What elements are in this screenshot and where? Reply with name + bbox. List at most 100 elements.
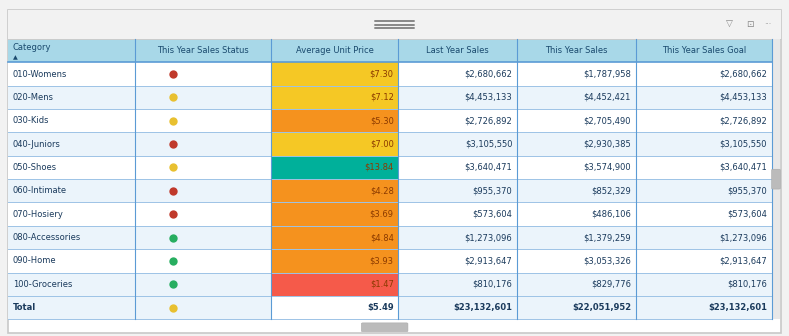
Bar xyxy=(135,226,271,249)
Bar xyxy=(8,156,135,179)
Bar xyxy=(636,272,772,296)
Text: Category: Category xyxy=(13,43,51,52)
Text: ···: ··· xyxy=(764,20,772,29)
Text: ▽: ▽ xyxy=(727,20,733,29)
Text: $2,726,892: $2,726,892 xyxy=(719,116,767,125)
Text: $5.49: $5.49 xyxy=(367,303,394,312)
Bar xyxy=(517,109,636,132)
Bar xyxy=(271,179,398,203)
Text: $4,452,421: $4,452,421 xyxy=(584,93,631,102)
Bar xyxy=(636,226,772,249)
Bar xyxy=(8,109,135,132)
Bar xyxy=(398,132,517,156)
Text: $829,776: $829,776 xyxy=(591,280,631,289)
Text: $5.30: $5.30 xyxy=(370,116,394,125)
Text: $3.69: $3.69 xyxy=(369,210,394,219)
Bar xyxy=(636,109,772,132)
Text: $13.84: $13.84 xyxy=(365,163,394,172)
Text: $3.93: $3.93 xyxy=(369,256,394,265)
Text: 030-Kids: 030-Kids xyxy=(13,116,49,125)
Bar xyxy=(636,62,772,86)
Text: 010-Womens: 010-Womens xyxy=(13,70,67,79)
Bar xyxy=(135,203,271,226)
Text: $2,913,647: $2,913,647 xyxy=(719,256,767,265)
Text: 050-Shoes: 050-Shoes xyxy=(13,163,57,172)
Text: $1,273,096: $1,273,096 xyxy=(465,233,512,242)
Text: Total: Total xyxy=(13,303,36,312)
Text: $1,379,259: $1,379,259 xyxy=(583,233,631,242)
Text: $4.84: $4.84 xyxy=(370,233,394,242)
Text: $1,787,958: $1,787,958 xyxy=(583,70,631,79)
Bar xyxy=(8,10,781,39)
Text: $2,913,647: $2,913,647 xyxy=(465,256,512,265)
Text: $3,640,471: $3,640,471 xyxy=(719,163,767,172)
Bar xyxy=(517,62,636,86)
Bar xyxy=(517,272,636,296)
Bar xyxy=(8,62,135,86)
Bar xyxy=(271,296,398,319)
Bar xyxy=(636,249,772,272)
Bar xyxy=(271,62,398,86)
Text: $1,273,096: $1,273,096 xyxy=(719,233,767,242)
Bar xyxy=(8,249,135,272)
Text: $573,604: $573,604 xyxy=(727,210,767,219)
Text: $4,453,133: $4,453,133 xyxy=(719,93,767,102)
Text: 060-Intimate: 060-Intimate xyxy=(13,186,67,195)
Bar xyxy=(398,226,517,249)
Bar xyxy=(636,203,772,226)
Text: 100-Groceries: 100-Groceries xyxy=(13,280,72,289)
Text: This Year Sales Goal: This Year Sales Goal xyxy=(661,46,746,55)
Text: $810,176: $810,176 xyxy=(473,280,512,289)
Text: $3,640,471: $3,640,471 xyxy=(465,163,512,172)
Bar xyxy=(135,249,271,272)
Bar xyxy=(517,226,636,249)
Bar xyxy=(135,179,271,203)
Bar xyxy=(517,249,636,272)
Bar xyxy=(517,132,636,156)
Bar xyxy=(8,39,772,62)
Bar xyxy=(135,272,271,296)
Bar xyxy=(8,272,135,296)
Text: $3,053,326: $3,053,326 xyxy=(583,256,631,265)
Text: $3,574,900: $3,574,900 xyxy=(583,163,631,172)
Text: $7.00: $7.00 xyxy=(370,140,394,149)
Bar xyxy=(517,179,636,203)
Bar xyxy=(271,109,398,132)
Text: $955,370: $955,370 xyxy=(727,186,767,195)
Text: $23,132,601: $23,132,601 xyxy=(708,303,767,312)
Bar xyxy=(271,272,398,296)
Bar xyxy=(271,132,398,156)
Bar xyxy=(398,296,517,319)
Bar xyxy=(398,109,517,132)
Text: $2,680,662: $2,680,662 xyxy=(719,70,767,79)
Text: $4,453,133: $4,453,133 xyxy=(465,93,512,102)
Text: $22,051,952: $22,051,952 xyxy=(572,303,631,312)
Bar xyxy=(517,156,636,179)
Text: This Year Sales: This Year Sales xyxy=(545,46,608,55)
Text: $2,930,385: $2,930,385 xyxy=(583,140,631,149)
Bar xyxy=(517,203,636,226)
Bar xyxy=(398,86,517,109)
Bar xyxy=(636,132,772,156)
Text: $2,705,490: $2,705,490 xyxy=(584,116,631,125)
Text: $23,132,601: $23,132,601 xyxy=(454,303,512,312)
Bar xyxy=(271,226,398,249)
Text: ⊡: ⊡ xyxy=(746,20,754,29)
Bar xyxy=(271,249,398,272)
FancyBboxPatch shape xyxy=(772,169,780,189)
Bar xyxy=(135,296,271,319)
Bar xyxy=(8,296,135,319)
Text: 040-Juniors: 040-Juniors xyxy=(13,140,61,149)
Bar xyxy=(271,203,398,226)
Bar xyxy=(135,86,271,109)
Text: $3,105,550: $3,105,550 xyxy=(720,140,767,149)
Text: $7.12: $7.12 xyxy=(370,93,394,102)
Text: $486,106: $486,106 xyxy=(591,210,631,219)
Bar xyxy=(398,156,517,179)
Bar xyxy=(398,179,517,203)
Bar xyxy=(636,156,772,179)
Bar xyxy=(271,156,398,179)
Bar xyxy=(135,62,271,86)
Bar xyxy=(636,296,772,319)
Bar xyxy=(398,249,517,272)
